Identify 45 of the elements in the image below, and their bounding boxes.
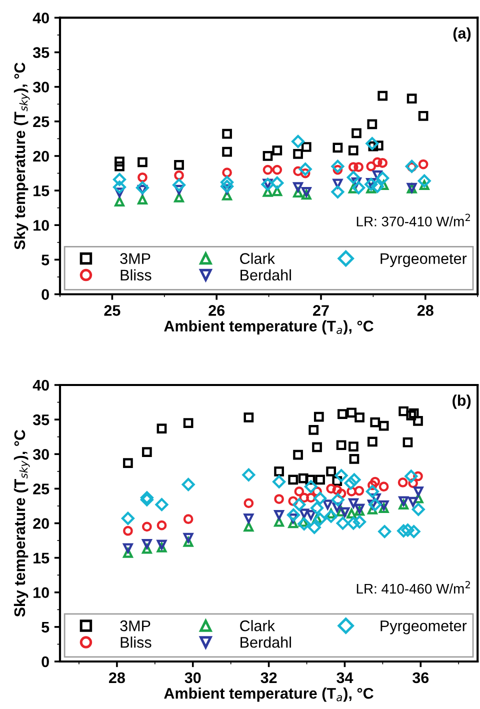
legend-label: 3MP (120, 253, 150, 264)
x-tick-label: 28 (108, 672, 125, 684)
annotation: LR: 370-410 W/m$^{2}$ (356, 214, 470, 226)
x-tick-label: 30 (184, 672, 201, 684)
x-axis-title: Ambient temperature (T$_{a}$), °C (164, 320, 374, 335)
x-tick-label: 36 (412, 672, 429, 684)
legend-label: Berdahl (240, 269, 291, 281)
legend-label: Clark (240, 252, 275, 264)
legend-label: Bliss (120, 269, 152, 281)
x-tick-label: 26 (208, 305, 225, 316)
y-axis-title: Sky temperature (T$_{sky}$), °C (14, 62, 30, 250)
y-tick-label: 30 (32, 448, 49, 460)
legend-label: Bliss (120, 636, 152, 648)
y-tick-label: 10 (34, 587, 49, 598)
x-tick-label: 34 (336, 672, 354, 684)
x-tick-label: 28 (417, 305, 434, 316)
y-tick-label: 5 (42, 254, 50, 266)
x-tick-label: 25 (104, 305, 120, 316)
y-tick-label: 25 (33, 484, 50, 494)
x-axis-title: Ambient temperature (T$_{a}$), °C (164, 688, 374, 702)
x-tick-label: 32 (260, 672, 277, 684)
annotation: (b) (452, 394, 471, 409)
y-tick-label: 30 (32, 82, 49, 93)
legend-label: Berdahl (240, 636, 291, 648)
legend-label: Pyrgeometer (380, 253, 467, 268)
y-tick-label: 15 (34, 552, 50, 564)
y-tick-label: 5 (42, 622, 50, 633)
y-tick-label: 35 (32, 47, 50, 58)
x-tick-label: 27 (313, 305, 329, 316)
y-tick-label: 40 (32, 380, 49, 391)
y-tick-label: 35 (32, 414, 50, 426)
y-tick-label: 10 (34, 220, 49, 231)
y-tick-label: 25 (33, 116, 50, 128)
legend-label: Clark (240, 620, 275, 632)
legend-label: Pyrgeometer (380, 620, 467, 634)
annotation: (a) (453, 27, 471, 42)
y-tick-label: 15 (34, 186, 50, 196)
annotation: LR: 410-460 W/m$^{2}$ (356, 580, 470, 594)
y-tick-label: 20 (33, 518, 49, 529)
y-axis-title: Sky temperature (T$_{sky}$), °C (14, 430, 30, 617)
y-tick-label: 0 (42, 289, 49, 300)
y-tick-label: 20 (33, 150, 49, 162)
y-tick-label: 0 (42, 656, 49, 668)
y-tick-label: 40 (32, 12, 49, 24)
legend-label: 3MP (120, 620, 150, 632)
